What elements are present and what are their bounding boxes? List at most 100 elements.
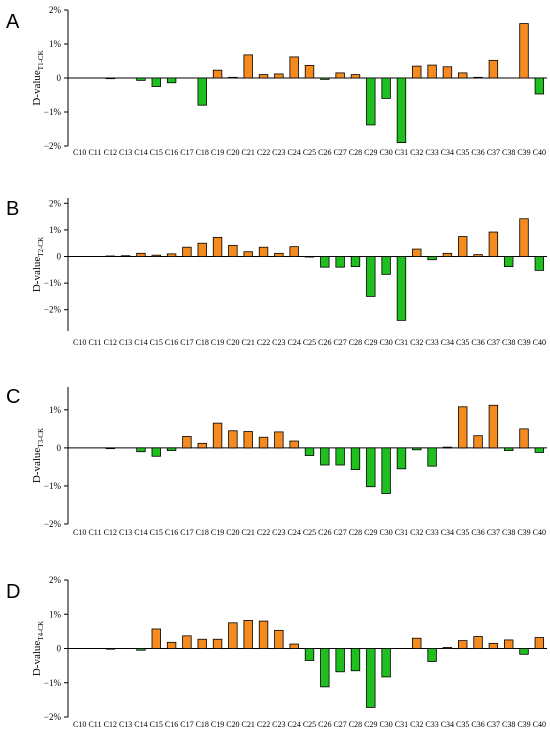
bar-C18: [197, 242, 207, 257]
bar-C27: [335, 256, 345, 268]
y-tick-label: 0: [57, 252, 62, 262]
panel-letter: D: [6, 581, 20, 603]
x-tick-label: C10: [73, 338, 86, 347]
x-tick-label: C17: [180, 338, 193, 347]
x-tick-label: C21: [242, 148, 255, 157]
y-tick-label: −2%: [44, 141, 62, 151]
bar-C38: [504, 256, 514, 268]
bar-C39: [519, 648, 529, 655]
x-tick-label: C13: [119, 528, 132, 537]
bar-C31: [396, 77, 407, 143]
x-tick-label: C28: [349, 148, 362, 157]
bar-C37: [488, 642, 499, 649]
bar-C33: [427, 64, 437, 79]
x-tick-label: C14: [134, 338, 147, 347]
x-tick-label: C21: [242, 528, 255, 537]
y-tick-label: 1%: [49, 405, 62, 415]
x-tick-label: C24: [288, 720, 301, 729]
x-tick-label: C18: [196, 338, 209, 347]
x-tick-label: C26: [318, 720, 331, 729]
y-axis-label-main: D-value: [31, 641, 43, 677]
bar-C38: [504, 447, 514, 451]
bar-C32: [412, 65, 422, 79]
bar-C28: [350, 74, 361, 79]
x-tick-label: C16: [165, 148, 178, 157]
y-tick-label: 1%: [49, 609, 62, 619]
x-tick-label: C35: [456, 720, 469, 729]
x-tick-label: C22: [257, 148, 270, 157]
bar-C31: [396, 447, 407, 470]
bar-C19: [212, 638, 223, 649]
y-tick-label: −2%: [44, 305, 62, 315]
x-tick-label: C28: [349, 720, 362, 729]
y-tick-label: −1%: [44, 107, 62, 117]
bar-C29: [366, 447, 376, 488]
bar-C22: [258, 74, 269, 79]
bar-C32: [412, 447, 422, 451]
y-tick-label: 2%: [49, 5, 62, 15]
y-axis-label-subscript: T2-CK: [37, 237, 45, 257]
bar-C34: [442, 66, 453, 79]
x-tick-label: C27: [333, 528, 346, 537]
x-tick-label: C15: [150, 528, 163, 537]
y-tick-label: 0: [57, 73, 62, 83]
y-tick-label: −1%: [44, 481, 62, 491]
x-tick-label: C20: [226, 720, 239, 729]
x-tick-label: C31: [395, 148, 408, 157]
bar-C15: [151, 254, 161, 257]
bar-C14: [136, 447, 146, 453]
bar-C28: [350, 256, 361, 268]
bar-C36: [473, 435, 483, 449]
x-tick-label: C18: [196, 528, 209, 537]
x-tick-label: C40: [533, 148, 546, 157]
y-tick-label: 2%: [49, 198, 62, 208]
bar-C17: [182, 436, 192, 449]
x-tick-label: C37: [487, 528, 500, 537]
x-tick-label: C12: [104, 720, 117, 729]
bar-C16: [166, 253, 177, 257]
x-tick-label: C39: [517, 720, 530, 729]
x-tick-label: C32: [410, 148, 423, 157]
x-tick-label: C34: [441, 720, 454, 729]
x-tick-label: C15: [150, 148, 163, 157]
bar-C23: [274, 252, 284, 257]
bar-C24: [289, 643, 299, 649]
bar-C16: [166, 447, 177, 451]
bar-C27: [335, 648, 345, 673]
bar-C22: [258, 436, 269, 449]
x-tick-label: C29: [364, 720, 377, 729]
x-tick-label: C34: [441, 528, 454, 537]
x-tick-label: C39: [517, 528, 530, 537]
x-tick-label: C32: [410, 338, 423, 347]
x-tick-label: C25: [303, 528, 316, 537]
bar-C30: [381, 77, 391, 99]
x-tick-label: C23: [272, 148, 285, 157]
x-tick-label: C22: [257, 338, 270, 347]
bar-C21: [243, 251, 253, 257]
x-tick-label: C22: [257, 528, 270, 537]
bar-C27: [335, 447, 345, 466]
x-tick-label: C11: [88, 148, 101, 157]
x-tick-label: C30: [379, 148, 392, 157]
x-tick-label: C35: [456, 338, 469, 347]
y-tick-label: 1%: [49, 39, 62, 49]
y-axis-label: D-valueT3-CK: [31, 428, 45, 483]
bar-C14: [136, 648, 146, 651]
x-tick-label: C39: [517, 148, 530, 157]
bar-C29: [366, 256, 376, 297]
y-axis-label-subscript: T1-CK: [37, 50, 45, 70]
x-tick-label: C30: [379, 338, 392, 347]
bar-C26: [320, 77, 330, 80]
x-tick-label: C24: [288, 528, 301, 537]
x-tick-label: C20: [226, 338, 239, 347]
bar-C30: [381, 447, 391, 494]
y-axis-label: D-valueT1-CK: [31, 50, 45, 105]
x-tick-label: C26: [318, 338, 331, 347]
x-tick-label: C17: [180, 148, 193, 157]
x-tick-label: C16: [165, 528, 178, 537]
x-tick-label: C14: [134, 148, 147, 157]
x-tick-label: C34: [441, 338, 454, 347]
y-tick-label: 1%: [49, 225, 62, 235]
x-tick-label: C30: [379, 528, 392, 537]
